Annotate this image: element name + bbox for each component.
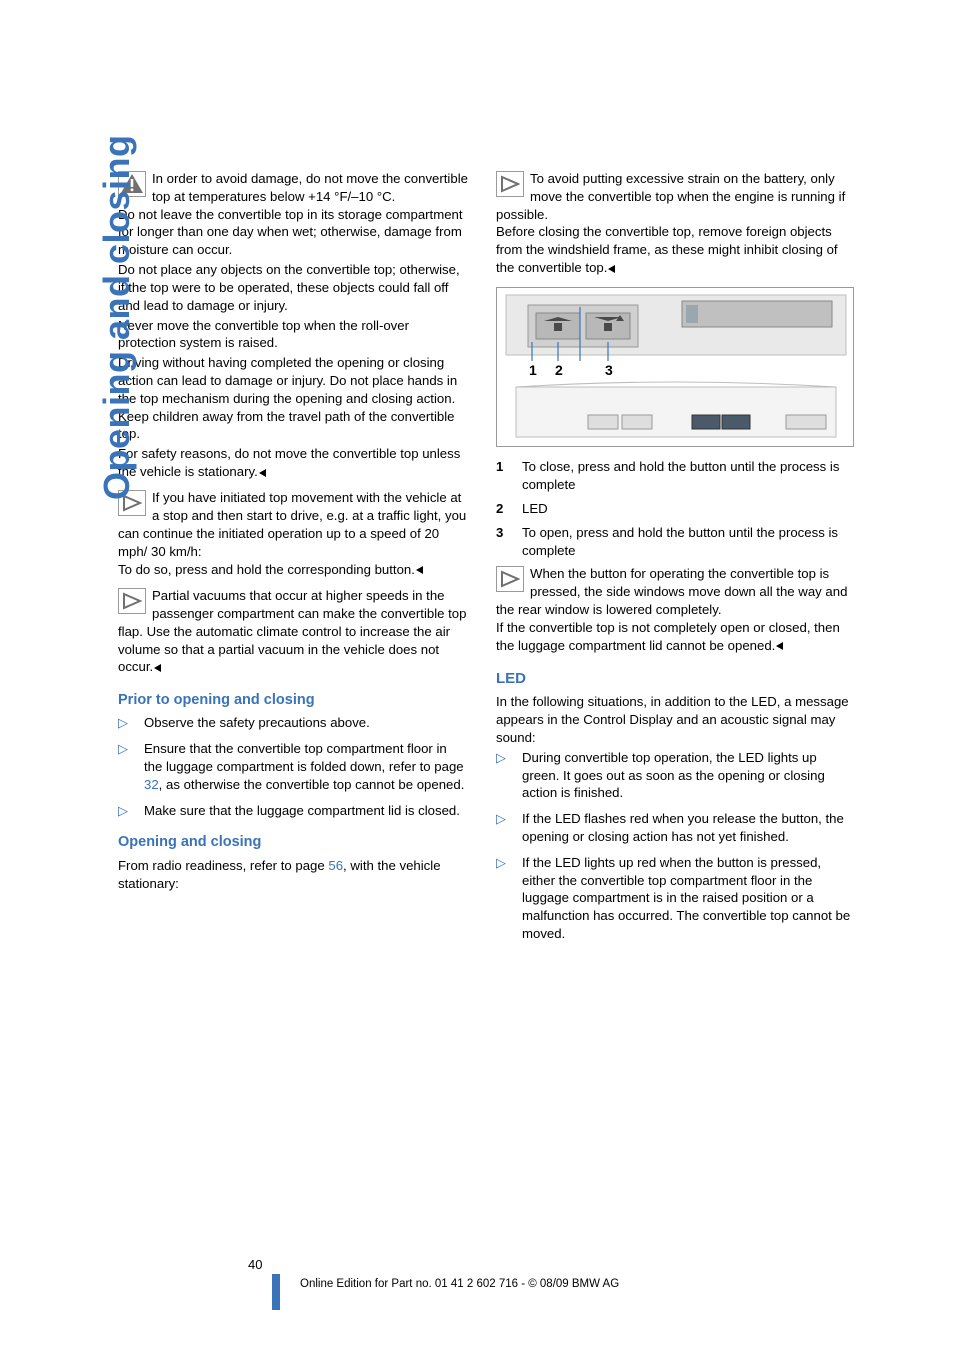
- note-1-text-b: To do so, press and hold the correspondi…: [118, 561, 468, 579]
- note-r1-text: To avoid putting excessive strain on the…: [496, 171, 845, 222]
- note-r2-text: When the button for operating the conver…: [496, 566, 847, 617]
- end-mark-icon: [775, 637, 785, 655]
- step-number: 1: [496, 458, 503, 476]
- note-icon: [496, 566, 524, 592]
- figure-steps: 1 To close, press and hold the button unt…: [496, 458, 854, 559]
- heading-opening-closing: Opening and closing: [118, 833, 468, 853]
- note-block-right-2: When the button for operating the conver…: [496, 565, 854, 657]
- list-item: Ensure that the convertible top compartm…: [118, 740, 468, 793]
- note-block-2: Partial vacuums that occur at higher spe…: [118, 587, 468, 677]
- step-number: 2: [496, 500, 503, 518]
- opening-closing-text: From radio readiness, refer to page 56, …: [118, 857, 468, 893]
- note-2-text: Partial vacuums that occur at higher spe…: [118, 588, 466, 674]
- warning-text-4: Never move the convertible top when the …: [118, 317, 468, 353]
- note-r2-text-b: If the convertible top is not completely…: [496, 619, 854, 655]
- list-item-tail: , as otherwise the convertible top canno…: [159, 777, 465, 792]
- warning-text-2: Do not leave the convertible top in its …: [118, 206, 468, 259]
- list-item: During convertible top operation, the LE…: [496, 749, 854, 802]
- list-item: 3 To open, press and hold the button unti…: [496, 524, 854, 560]
- warning-text-6: For safety reasons, do not move the conv…: [118, 445, 468, 481]
- note-block-1: If you have initiated top movement with …: [118, 489, 468, 581]
- page-accent-bar: [272, 1274, 280, 1310]
- list-item-text: If the LED flashes red when you release …: [522, 811, 844, 844]
- list-item-text: During convertible top operation, the LE…: [522, 750, 825, 801]
- note-r1-text-b: Before closing the convertible top, remo…: [496, 223, 854, 277]
- note-r1-text-b-inner: Before closing the convertible top, remo…: [496, 224, 838, 275]
- end-mark-icon: [607, 260, 617, 278]
- heading-prior: Prior to opening and closing: [118, 691, 468, 711]
- list-item-text: Ensure that the convertible top compartm…: [144, 741, 464, 774]
- list-item: If the LED flashes red when you release …: [496, 810, 854, 846]
- note-icon: [496, 171, 524, 197]
- list-item-text: Make sure that the luggage compartment l…: [144, 803, 460, 818]
- step-text: LED: [522, 501, 548, 516]
- left-column: In order to avoid damage, do not move th…: [118, 170, 468, 951]
- list-item: If the LED lights up red when the button…: [496, 854, 854, 943]
- page-link-56[interactable]: 56: [328, 858, 343, 873]
- two-column-layout: In order to avoid damage, do not move th…: [100, 170, 854, 951]
- svg-text:2: 2: [555, 362, 563, 378]
- led-intro: In the following situations, in addition…: [496, 693, 854, 746]
- note-r2-text-b-inner: If the convertible top is not completely…: [496, 620, 840, 653]
- list-item-text: If the LED lights up red when the button…: [522, 855, 850, 941]
- end-mark-icon: [258, 464, 268, 482]
- step-text: To close, press and hold the button unti…: [522, 459, 839, 492]
- edition-line: Online Edition for Part no. 01 41 2 602 …: [300, 1278, 619, 1290]
- list-item: 1 To close, press and hold the button unt…: [496, 458, 854, 494]
- heading-led: LED: [496, 669, 854, 689]
- step-text: To open, press and hold the button until…: [522, 525, 838, 558]
- note-icon: [118, 588, 146, 614]
- list-item: Observe the safety precautions above.: [118, 714, 468, 732]
- note-1-text: If you have initiated top movement with …: [118, 490, 466, 558]
- list-item-text: Observe the safety precautions above.: [144, 715, 370, 730]
- dashboard-figure: 1 2 3: [496, 287, 854, 452]
- svg-text:3: 3: [605, 362, 613, 378]
- warning-text-6-inner: For safety reasons, do not move the conv…: [118, 446, 460, 479]
- led-list: During convertible top operation, the LE…: [496, 749, 854, 943]
- note-block-right-1: To avoid putting excessive strain on the…: [496, 170, 854, 279]
- svg-text:1: 1: [529, 362, 537, 378]
- list-item: 2 LED: [496, 500, 854, 518]
- note-1-text-b-inner: To do so, press and hold the correspondi…: [118, 562, 415, 577]
- warning-text-5: Driving without having completed the ope…: [118, 354, 468, 443]
- page-number: 40: [248, 1257, 262, 1272]
- warning-text-1: In order to avoid damage, do not move th…: [152, 171, 468, 204]
- list-item: Make sure that the luggage compartment l…: [118, 802, 468, 820]
- warning-block: In order to avoid damage, do not move th…: [118, 170, 468, 483]
- right-column: To avoid putting excessive strain on the…: [496, 170, 854, 951]
- warning-text-3: Do not place any objects on the converti…: [118, 261, 468, 314]
- step-number: 3: [496, 524, 503, 542]
- end-mark-icon: [153, 659, 163, 677]
- end-mark-icon: [415, 561, 425, 579]
- prior-list: Observe the safety precautions above. En…: [118, 714, 468, 819]
- oc-text-a: From radio readiness, refer to page: [118, 858, 328, 873]
- section-side-title: Opening and closing: [96, 134, 138, 500]
- page-link-32[interactable]: 32: [144, 777, 159, 792]
- manual-page: Opening and closing In order to avoid da…: [0, 0, 954, 1350]
